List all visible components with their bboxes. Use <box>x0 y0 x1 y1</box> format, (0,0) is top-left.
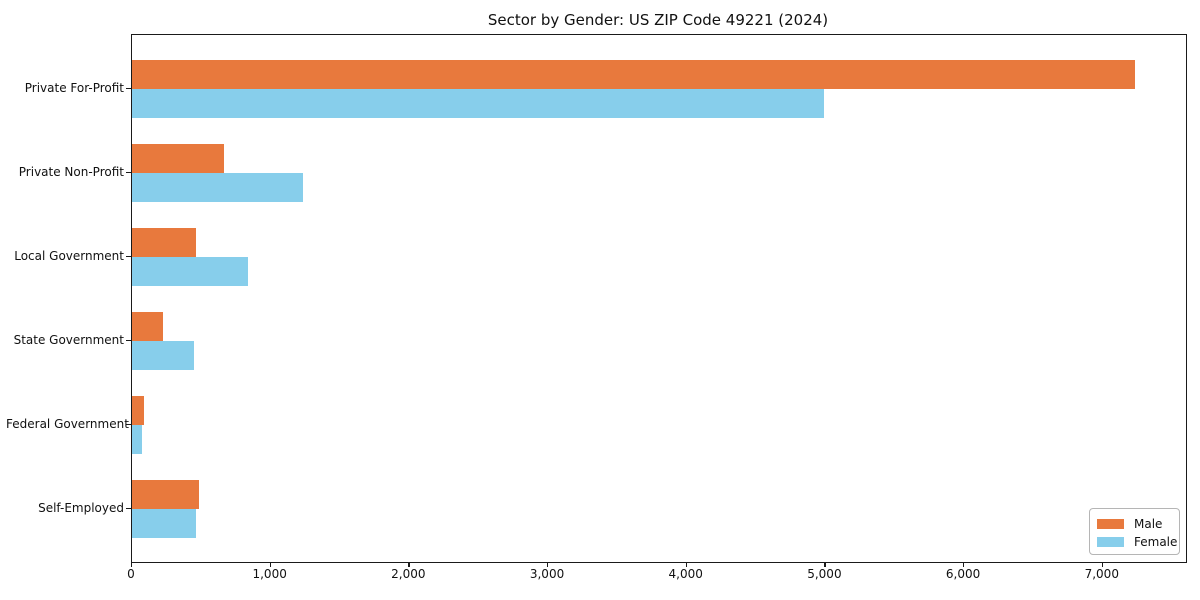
y-tick-mark-private-non-profit <box>126 172 131 174</box>
bar-female-local-government <box>132 257 249 286</box>
x-tick-mark-6000 <box>963 562 965 567</box>
x-tick-mark-5000 <box>824 562 826 567</box>
bar-male-federal-government <box>132 396 144 425</box>
legend-item-male: Male <box>1097 515 1179 532</box>
legend: Male Female <box>1089 508 1180 555</box>
bar-male-local-government <box>132 228 196 257</box>
bar-male-private-for-profit <box>132 60 1135 89</box>
x-tick-mark-7000 <box>1101 562 1104 567</box>
bar-male-private-non-profit <box>132 144 224 173</box>
y-tick-mark-private-for-profit <box>126 88 131 90</box>
x-tick-label-3000: 3,000 <box>529 567 565 581</box>
x-tick-label-0: 0 <box>127 567 135 581</box>
x-tick-label-2000: 2,000 <box>391 567 426 581</box>
x-tick-mark-4000 <box>685 562 688 567</box>
chart-title: Sector by Gender: US ZIP Code 49221 (202… <box>487 11 829 29</box>
legend-label-male: Male <box>1134 516 1163 531</box>
x-tick-mark-0 <box>131 562 133 567</box>
y-tick-mark-state-government <box>126 340 131 342</box>
y-tick-mark-self-employed <box>126 508 131 510</box>
legend-item-female: Female <box>1097 533 1179 550</box>
y-tick-label-private-for-profit: Private For-Profit <box>24 81 124 95</box>
x-tick-mark-1000 <box>269 562 271 567</box>
bar-female-self-employed <box>132 509 196 538</box>
bar-female-private-non-profit <box>132 173 303 202</box>
x-tick-label-4000: 4,000 <box>668 567 703 581</box>
bar-male-self-employed <box>132 480 199 509</box>
y-tick-label-state-government: State Government <box>13 333 124 347</box>
bar-male-state-government <box>132 312 163 341</box>
x-tick-label-1000: 1,000 <box>252 567 287 581</box>
y-tick-label-local-government: Local Government <box>14 249 124 263</box>
y-tick-mark-federal-government <box>126 424 131 426</box>
y-tick-label-self-employed: Self-Employed <box>38 501 124 515</box>
bar-female-state-government <box>132 341 195 370</box>
legend-label-female: Female <box>1134 534 1178 549</box>
bar-female-private-for-profit <box>132 89 825 118</box>
y-tick-label-federal-government: Federal Government <box>6 417 129 431</box>
bar-female-federal-government <box>132 425 142 454</box>
x-tick-label-7000: 7,000 <box>1084 567 1119 581</box>
legend-swatch-female <box>1097 536 1124 547</box>
y-tick-mark-local-government <box>126 256 131 258</box>
plot-area <box>131 34 1187 563</box>
legend-swatch-male <box>1097 518 1124 529</box>
x-tick-label-5000: 5,000 <box>807 567 842 581</box>
y-tick-label-private-non-profit: Private Non-Profit <box>18 165 124 179</box>
x-tick-mark-2000 <box>408 562 410 567</box>
x-tick-label-6000: 6,000 <box>945 567 981 581</box>
x-tick-mark-3000 <box>547 562 549 567</box>
